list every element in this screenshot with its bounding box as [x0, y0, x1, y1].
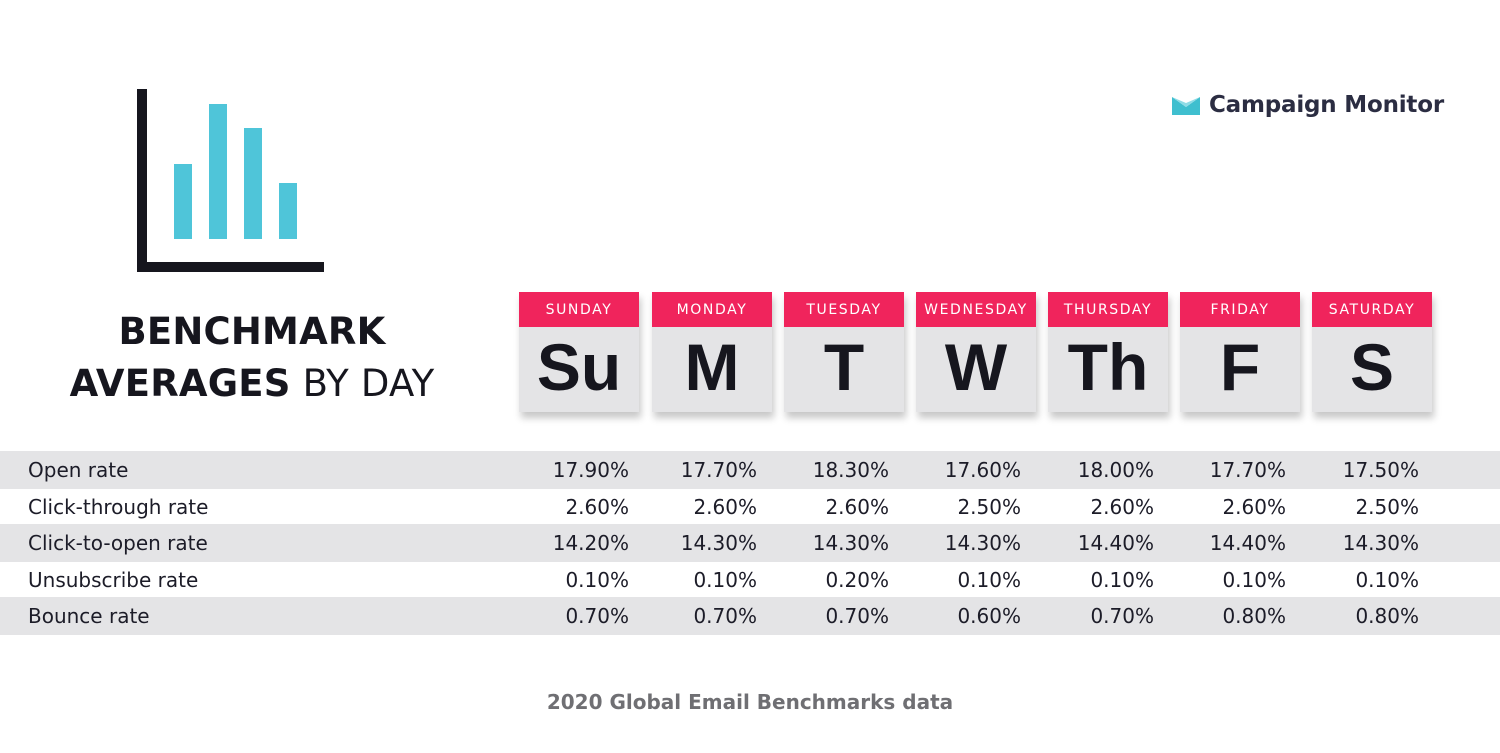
title-line-2: AVERAGES BY DAY	[52, 358, 452, 410]
table-cell: 18.00%	[1077, 458, 1154, 482]
table-cell: 14.30%	[680, 531, 757, 555]
day-abbr: W	[944, 330, 1008, 404]
table-cell: 0.10%	[693, 567, 757, 592]
table-cell: 0.80%	[1355, 604, 1419, 628]
table-cell: 0.70%	[565, 604, 629, 628]
campaign-monitor-logo: Campaign Monitor	[1172, 88, 1444, 122]
chart-icon-bar-2	[209, 104, 227, 239]
page-title: BENCHMARK AVERAGES BY DAY	[52, 306, 452, 410]
table-cell: 14.40%	[1209, 531, 1286, 555]
table-cell: 0.10%	[1355, 567, 1419, 592]
day-name: TUESDAY	[784, 292, 904, 327]
table-cell: 17.70%	[1209, 458, 1286, 482]
day-name: THURSDAY	[1048, 292, 1168, 327]
chart-icon-axis-horizontal	[137, 262, 324, 272]
chart-icon-bar-1	[174, 164, 192, 239]
table-cell: 2.60%	[693, 494, 757, 519]
table-cell: 0.70%	[825, 604, 889, 628]
table-cell: 0.60%	[957, 604, 1021, 628]
chart-icon-bar-4	[279, 183, 297, 239]
day-abbr: M	[684, 330, 740, 404]
bar-chart-icon	[137, 89, 324, 272]
table-row-open-rate: Open rate 17.90% 17.70% 18.30% 17.60% 18…	[0, 451, 1500, 489]
table-cell: 2.60%	[1090, 494, 1154, 519]
table-cell: 2.50%	[957, 494, 1021, 519]
table-cell: 17.90%	[552, 458, 629, 482]
logo-text: Campaign Monitor	[1209, 92, 1444, 118]
title-line-2-bold: AVERAGES	[69, 362, 291, 405]
table-cell: 0.80%	[1222, 604, 1286, 628]
table-cell: 14.30%	[812, 531, 889, 555]
table-cell: 0.10%	[565, 567, 629, 592]
title-line-2-light: BY DAY	[302, 362, 435, 405]
table-cell: 17.60%	[944, 458, 1021, 482]
day-name: SUNDAY	[519, 292, 639, 327]
day-abbr: F	[1219, 330, 1261, 404]
table-cell: 14.30%	[1342, 531, 1419, 555]
chart-icon-bar-3	[244, 128, 262, 239]
day-name: WEDNESDAY	[916, 292, 1036, 327]
day-abbr: Su	[536, 330, 622, 404]
table-cell: 2.60%	[1222, 494, 1286, 519]
table-cell: 2.50%	[1355, 494, 1419, 519]
table-row-unsubscribe-rate: Unsubscribe rate 0.10% 0.10% 0.20% 0.10%…	[0, 562, 1500, 597]
table-cell: 14.40%	[1077, 531, 1154, 555]
table-cell: 14.30%	[944, 531, 1021, 555]
table-cell: 0.10%	[1222, 567, 1286, 592]
table-cell: 0.70%	[693, 604, 757, 628]
table-cell: 0.20%	[825, 567, 889, 592]
table-row-bounce-rate: Bounce rate 0.70% 0.70% 0.70% 0.60% 0.70…	[0, 597, 1500, 635]
table-row-click-to-open-rate: Click-to-open rate 14.20% 14.30% 14.30% …	[0, 524, 1500, 562]
table-cell: 18.30%	[812, 458, 889, 482]
table-cell: 0.70%	[1090, 604, 1154, 628]
table-cell: 0.10%	[957, 567, 1021, 592]
day-card-friday: FRIDAY F	[1180, 292, 1300, 412]
title-line-1: BENCHMARK	[118, 310, 386, 353]
table-row-click-through-rate: Click-through rate 2.60% 2.60% 2.60% 2.5…	[0, 489, 1500, 524]
day-card-monday: MONDAY M	[652, 292, 772, 412]
row-label: Unsubscribe rate	[28, 567, 199, 592]
day-card-tuesday: TUESDAY T	[784, 292, 904, 412]
table-cell: 2.60%	[825, 494, 889, 519]
table-cell: 17.50%	[1342, 458, 1419, 482]
row-label: Open rate	[28, 458, 129, 482]
day-name: FRIDAY	[1180, 292, 1300, 327]
table-cell: 17.70%	[680, 458, 757, 482]
day-card-sunday: SUNDAY Su	[519, 292, 639, 412]
table-cell: 0.10%	[1090, 567, 1154, 592]
table-cell: 14.20%	[552, 531, 629, 555]
benchmark-table: Open rate 17.90% 17.70% 18.30% 17.60% 18…	[0, 451, 1500, 635]
envelope-m-icon	[1172, 97, 1200, 115]
day-abbr: Th	[1067, 330, 1149, 404]
day-card-saturday: SATURDAY S	[1312, 292, 1432, 412]
source-caption: 2020 Global Email Benchmarks data	[546, 690, 954, 714]
chart-icon-axis-vertical	[137, 89, 147, 272]
table-cell: 2.60%	[565, 494, 629, 519]
row-label: Click-through rate	[28, 494, 209, 519]
row-label: Bounce rate	[28, 604, 150, 628]
day-card-wednesday: WEDNESDAY W	[916, 292, 1036, 412]
row-label: Click-to-open rate	[28, 531, 208, 555]
day-abbr: T	[823, 330, 865, 404]
day-name: SATURDAY	[1312, 292, 1432, 327]
day-card-thursday: THURSDAY Th	[1048, 292, 1168, 412]
day-abbr: S	[1349, 330, 1395, 404]
day-name: MONDAY	[652, 292, 772, 327]
